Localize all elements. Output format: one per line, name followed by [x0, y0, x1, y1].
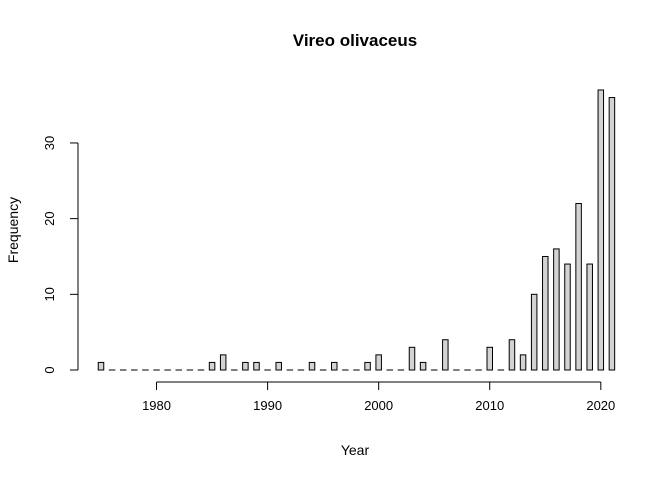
bar-1975	[97, 361, 105, 371]
x-tick-label-2000: 2000	[364, 398, 393, 413]
y-axis-label: Frequency	[5, 197, 21, 263]
bar-2010	[486, 346, 493, 371]
x-axis: 1980 1990 2000 2010 2020	[142, 381, 615, 413]
x-axis-label: Year	[341, 442, 370, 458]
bar-2021	[608, 97, 616, 371]
bar-2019	[586, 263, 593, 371]
bar-2000	[375, 354, 382, 371]
bar-2003	[408, 346, 416, 371]
bar-1994	[308, 361, 316, 371]
bar-2018	[575, 203, 582, 371]
bar-1988	[242, 361, 249, 371]
bar-2020	[597, 89, 605, 371]
bar-2004	[419, 361, 427, 371]
bar-2016	[553, 248, 560, 371]
bar-2013	[519, 354, 527, 371]
y-tick-label-30: 30	[42, 136, 57, 150]
bar-1986	[219, 354, 227, 371]
bar-2014	[530, 293, 538, 371]
x-tick-label-2010: 2010	[475, 398, 504, 413]
x-tick-label-1980: 1980	[142, 398, 171, 413]
y-tick-label-20: 20	[42, 211, 57, 225]
bar-2012	[508, 339, 516, 371]
x-tick-label-1990: 1990	[253, 398, 282, 413]
bar-1999	[364, 361, 371, 371]
bar-1996	[331, 361, 338, 371]
bar-2015	[542, 255, 549, 371]
chart-title: Vireo olivaceus	[293, 31, 417, 50]
y-tick-label-10: 10	[42, 287, 57, 301]
y-axis: 0 10 20 30	[42, 136, 79, 374]
x-tick-label-2020: 2020	[586, 398, 615, 413]
bar-1985	[208, 361, 216, 371]
bar-2006	[442, 339, 449, 371]
y-tick-label-0: 0	[42, 366, 57, 373]
bar-1991	[275, 361, 282, 371]
bars-group	[97, 89, 616, 371]
bar-1989	[253, 361, 260, 371]
bar-2017	[564, 263, 571, 371]
